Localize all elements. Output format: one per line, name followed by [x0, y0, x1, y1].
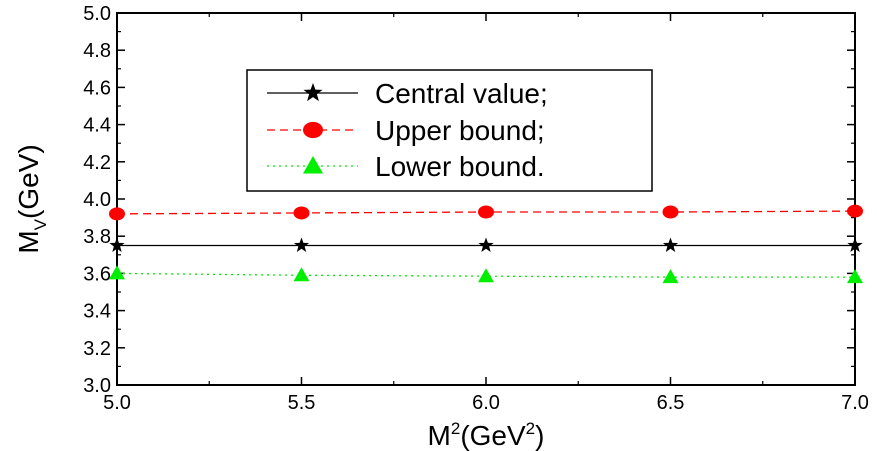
legend-marker-triangle — [303, 156, 323, 174]
data-point-star — [478, 237, 494, 252]
legend-label: Upper bound; — [375, 115, 545, 146]
plot-frame — [116, 12, 856, 386]
y-tick-label: 3.0 — [83, 375, 111, 397]
x-tick-label: 5.5 — [288, 392, 316, 414]
x-tick-label: 5.0 — [103, 392, 131, 414]
data-point-star — [109, 237, 125, 252]
data-point-triangle — [662, 269, 679, 284]
y-tick-label: 3.6 — [83, 263, 111, 285]
legend-marker-circle — [303, 121, 323, 139]
y-tick-label: 4.2 — [83, 152, 111, 174]
data-point-circle — [293, 206, 310, 220]
data-point-circle — [662, 205, 679, 219]
axis-ticks: 3.0 3.2 3.4 3.6 3.8 4.0 4.2 4.4 4.6 4.8 5.0 5.0 5.5 6… — [83, 3, 869, 414]
x-axis-title: M2(GeV2) — [428, 419, 545, 451]
y-axis-title-rest: (GeV) — [13, 144, 44, 219]
x-axis-title-open: (GeV — [460, 420, 526, 451]
x-tick-label: 6.5 — [657, 392, 685, 414]
x-axis-title-sup: 2 — [451, 419, 460, 438]
y-tick-label: 4.0 — [83, 189, 111, 211]
y-tick-label: 4.8 — [83, 40, 111, 62]
data-point-star — [847, 237, 863, 252]
data-point-star — [662, 237, 679, 252]
y-axis-title: MV(GeV) — [13, 144, 50, 253]
x-axis-title-sup2: 2 — [526, 419, 535, 438]
data-point-circle — [847, 204, 863, 218]
legend-marker-star — [303, 83, 323, 102]
data-point-triangle — [478, 268, 494, 283]
x-axis-title-close: ) — [535, 420, 544, 451]
y-tick-label: 3.4 — [83, 301, 111, 323]
y-tick-label: 3.8 — [83, 226, 111, 248]
x-tick-label: 7.0 — [841, 392, 869, 414]
data-point-circle — [109, 207, 125, 221]
x-tick-label: 6.0 — [472, 392, 500, 414]
data-point-triangle — [847, 269, 863, 284]
y-tick-label: 5.0 — [83, 3, 111, 25]
y-axis-title-base: M — [13, 230, 44, 253]
y-tick-label: 3.2 — [83, 338, 111, 360]
legend-label: Lower bound. — [375, 151, 545, 182]
legend-entries: Central value; Upper bound; Lower bound. — [267, 78, 548, 182]
series-layer — [109, 204, 863, 284]
data-point-circle — [478, 205, 494, 219]
legend-label: Central value; — [375, 78, 548, 109]
y-tick-label: 4.6 — [83, 77, 111, 99]
data-point-triangle — [109, 265, 125, 280]
y-axis-title-sub: V — [31, 218, 50, 230]
data-point-star — [293, 237, 310, 252]
x-axis-title-base: M — [428, 420, 451, 451]
legend: Central value; Upper bound; Lower bound. — [246, 69, 653, 192]
y-tick-label: 4.4 — [83, 115, 111, 137]
data-point-triangle — [293, 267, 310, 282]
